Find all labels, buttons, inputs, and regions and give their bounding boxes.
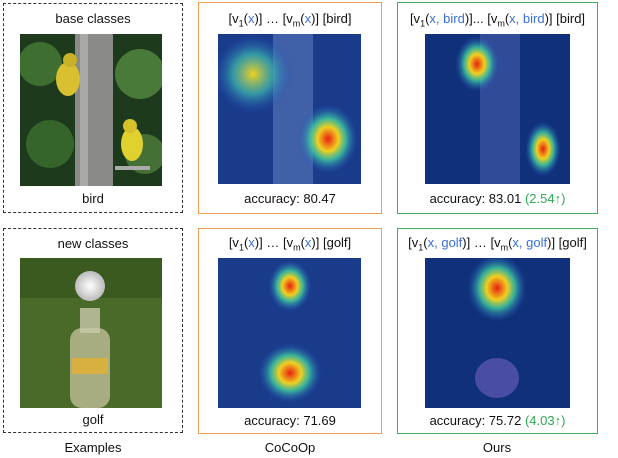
accuracy: accuracy: 75.72 (4.03↑) <box>398 413 597 428</box>
text: [v <box>409 11 421 26</box>
text: (2.54↑) <box>524 191 566 206</box>
class-label: golf <box>82 412 104 427</box>
caption: base classes <box>55 11 131 26</box>
column-label: Examples <box>64 440 122 455</box>
text: ( <box>300 11 305 26</box>
text: ( <box>504 11 510 26</box>
text: accuracy: 75.72 <box>429 413 522 428</box>
text: )] [bird] <box>544 11 586 26</box>
text: ( <box>243 11 248 26</box>
text: (4.03↑) <box>524 413 566 428</box>
text: 1 <box>418 242 424 253</box>
text: )] [golf] <box>311 235 352 250</box>
example-box: new classes golf <box>3 228 183 433</box>
text: )] [bird] <box>311 11 352 26</box>
text: m <box>293 242 301 253</box>
golf-image <box>20 258 162 408</box>
example-box: base classes bird <box>3 3 183 213</box>
heatmap <box>425 34 570 184</box>
column-label: CoCoOp <box>264 440 316 455</box>
ours-box: [v1(x, golf)] … [vm(x, golf)] [golf] acc… <box>397 228 598 434</box>
column-label: Ours <box>482 440 512 455</box>
text: x, golf <box>427 235 463 250</box>
text: x <box>247 11 255 26</box>
caption: new classes <box>57 236 129 251</box>
prompt: [v1(x, golf)] … [vm(x, golf)] [golf] <box>398 235 597 253</box>
text: m <box>500 242 509 253</box>
prompt: [v1(x)] … [vm(x)] [golf] <box>199 235 381 253</box>
prompt: [v1(x)] … [vm(x)] [bird] <box>199 11 381 29</box>
text: 1 <box>420 18 426 29</box>
text: x, bird <box>509 11 545 26</box>
text: )] … [v <box>254 235 294 250</box>
text: x <box>304 235 312 250</box>
heatmap <box>218 258 361 408</box>
text: x <box>248 235 255 250</box>
accuracy: accuracy: 83.01 (2.54↑) <box>398 191 597 206</box>
text: ( <box>425 11 430 26</box>
heatmap <box>218 34 361 184</box>
cocoop-box: [v1(x)] … [vm(x)] [golf] accuracy: 71.69 <box>198 228 382 434</box>
text: ( <box>300 235 305 250</box>
text: ( <box>423 235 428 250</box>
text: )] … [v <box>462 235 501 250</box>
text: m <box>292 18 301 29</box>
heatmap <box>425 258 570 408</box>
text: [v <box>228 235 239 250</box>
text: x, bird <box>429 11 465 26</box>
text: [v <box>228 11 239 26</box>
text: 1 <box>238 242 244 253</box>
text: )] … [v <box>254 11 293 26</box>
prompt: [v1(x, bird)]... [vm(x, bird)] [bird] <box>398 11 597 29</box>
text: )] [golf] <box>547 235 587 250</box>
text: )]... [v <box>464 11 498 26</box>
ours-box: [v1(x, bird)]... [vm(x, bird)] [bird] ac… <box>397 2 598 214</box>
text: [v <box>408 235 419 250</box>
class-label: bird <box>82 191 104 206</box>
bird-image <box>20 34 162 186</box>
cocoop-box: [v1(x)] … [vm(x)] [bird] accuracy: 80.47 <box>198 2 382 214</box>
text: accuracy: 83.01 <box>429 191 522 206</box>
accuracy: accuracy: 71.69 <box>244 413 336 428</box>
text: ( <box>243 235 249 250</box>
text: x <box>304 11 312 26</box>
text: m <box>497 18 505 29</box>
accuracy: accuracy: 80.47 <box>244 191 336 206</box>
text: x, golf <box>512 235 548 250</box>
text: 1 <box>238 18 244 29</box>
text: ( <box>508 235 513 250</box>
